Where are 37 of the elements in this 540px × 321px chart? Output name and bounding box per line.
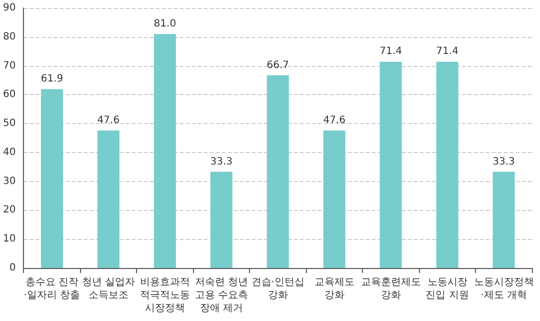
- x-tick-label: 교육훈련제도 강화: [360, 277, 421, 301]
- bar: [97, 130, 120, 268]
- data-label: 71.4: [436, 46, 458, 58]
- bar: [154, 34, 176, 268]
- data-label: 47.6: [323, 114, 346, 126]
- y-tick-label: 0: [9, 262, 16, 274]
- y-tick-label: 10: [2, 234, 16, 245]
- x-tick-label: 노동시장정책 ·제도 개혁: [474, 277, 534, 301]
- y-tick-label: 30: [2, 176, 16, 187]
- y-tick-label: 60: [2, 89, 16, 100]
- x-tick-label: 노동시장 진입 지원: [426, 277, 469, 301]
- data-label: 61.9: [40, 74, 64, 85]
- bar: [40, 89, 63, 268]
- y-tick-label: 40: [2, 146, 16, 158]
- data-label: 47.6: [97, 114, 120, 126]
- y-tick-label: 70: [2, 60, 16, 72]
- x-tick-label: 청년 실업자 소득보조: [82, 277, 136, 301]
- bar: [323, 130, 346, 268]
- bar: [492, 172, 515, 268]
- y-tick-label: 90: [2, 2, 16, 14]
- y-tick-label: 50: [2, 118, 16, 130]
- bar: [380, 62, 402, 268]
- y-tick-label: 80: [2, 31, 16, 42]
- y-tick-label: 20: [2, 204, 16, 216]
- bar: [436, 62, 458, 268]
- bar: [210, 172, 232, 268]
- x-tick-label: 비용효과적 적극적노동 시장정책: [140, 277, 190, 314]
- x-tick-label: 총수요 진작 ·일자리 창출: [24, 277, 80, 301]
- data-label: 33.3: [210, 156, 233, 168]
- data-label: 66.7: [266, 60, 289, 71]
- x-tick-label: 견습·인턴십 강화: [251, 277, 304, 301]
- data-label: 81.0: [154, 18, 176, 30]
- bar: [266, 75, 289, 268]
- x-tick-label: 교육제도 강화: [314, 277, 354, 301]
- data-label: 71.4: [380, 46, 402, 58]
- x-tick-label: 저숙련 청년 고용 수요측 장애 제거: [194, 277, 248, 314]
- data-label: 33.3: [492, 156, 515, 168]
